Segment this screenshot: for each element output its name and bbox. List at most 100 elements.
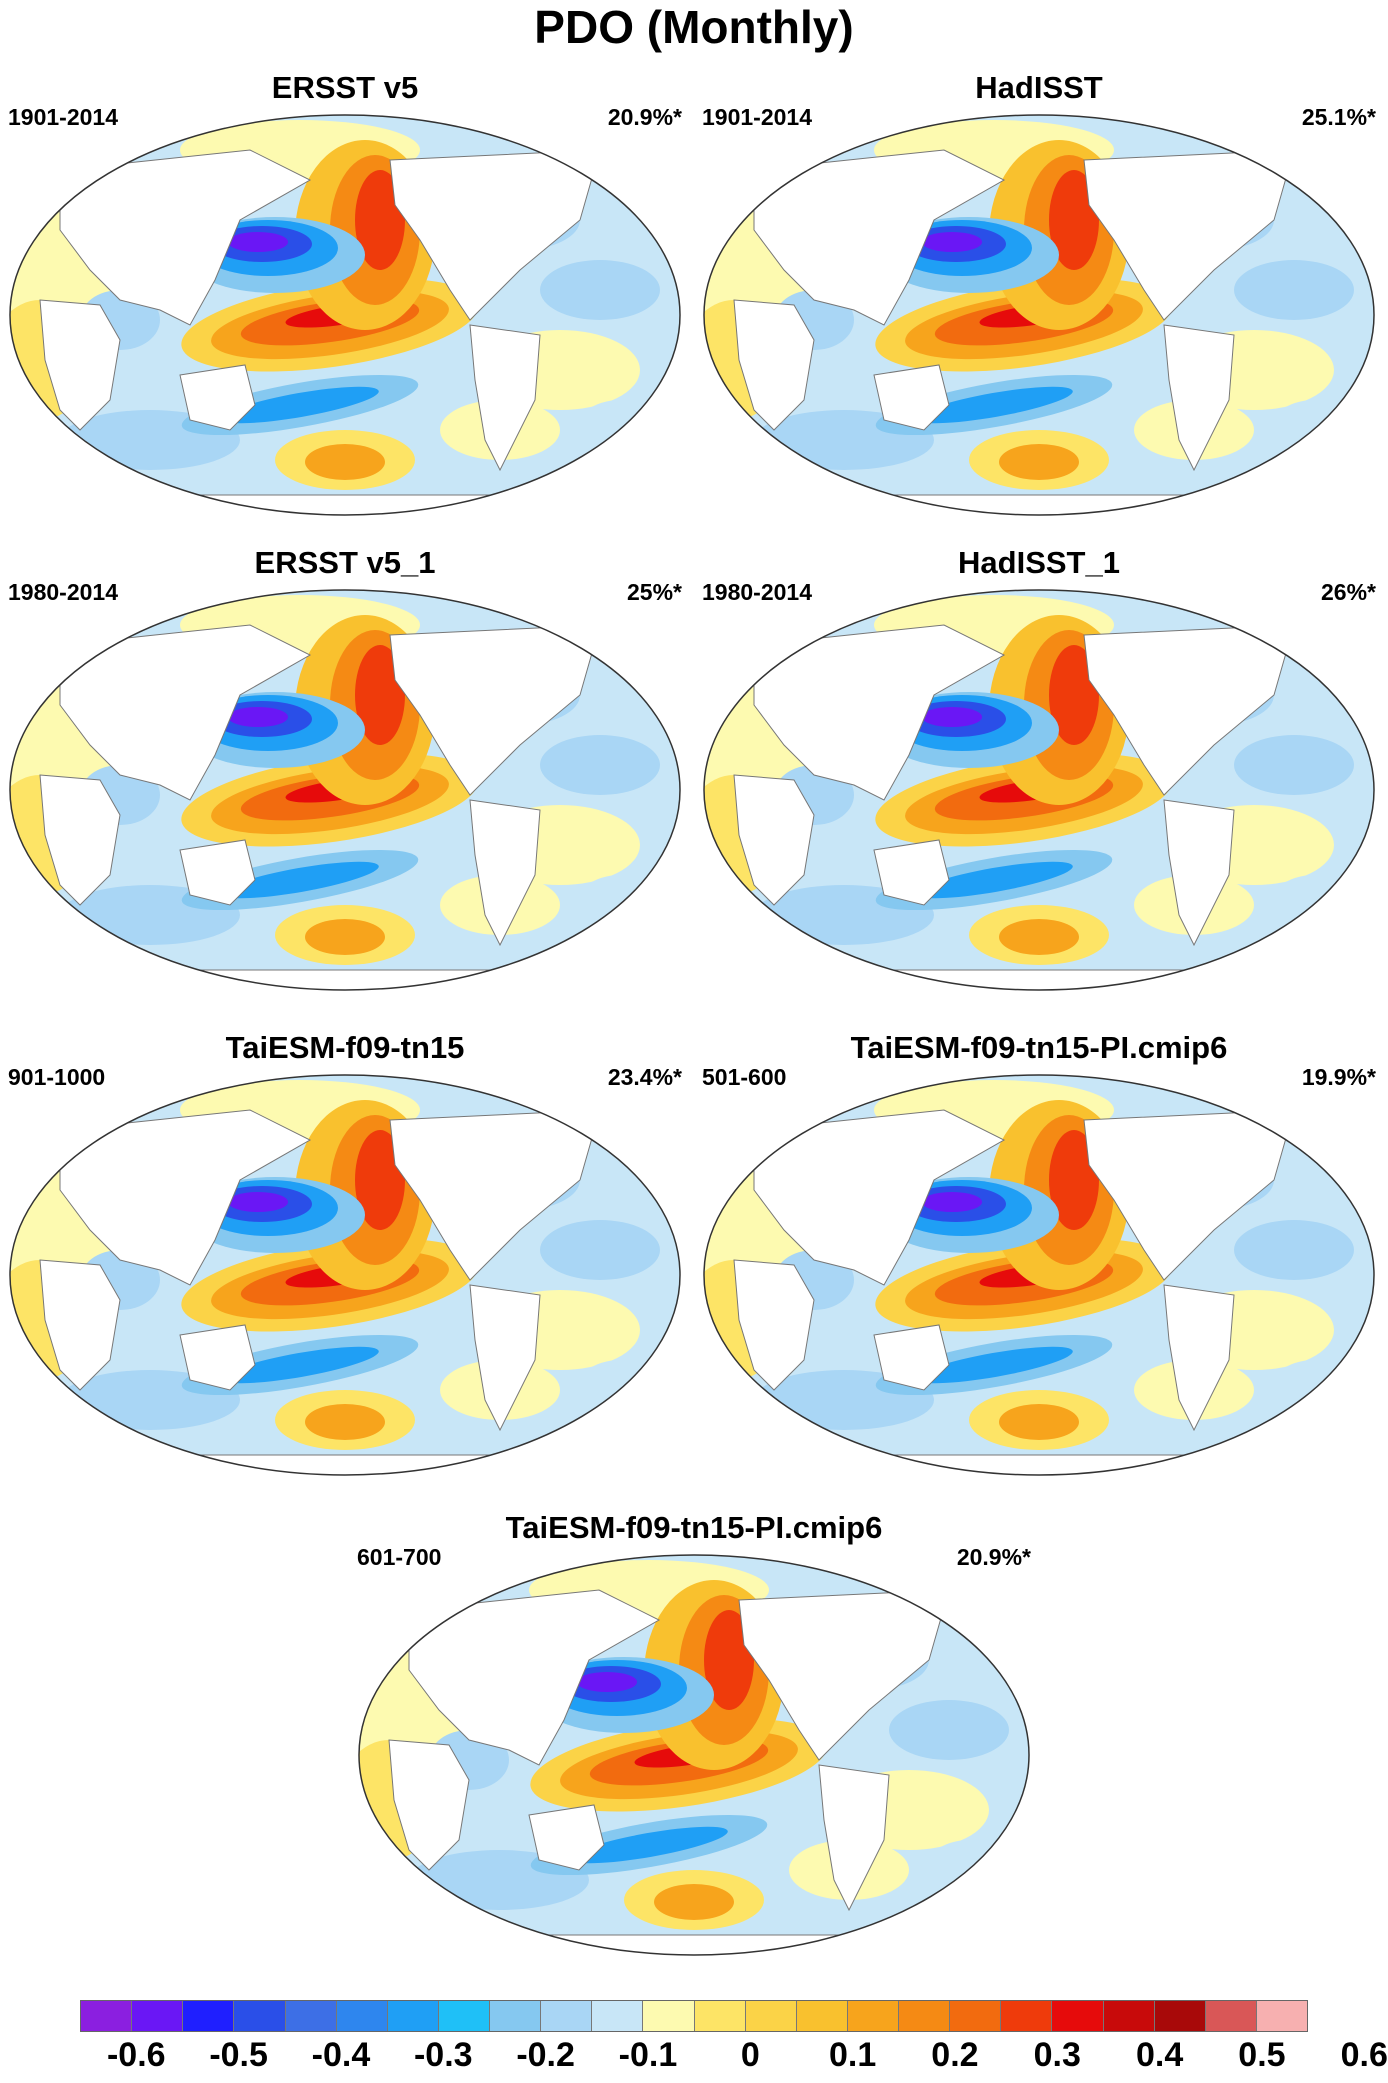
- land-mass: [753, 149, 1006, 326]
- anomaly-patch: [540, 260, 660, 320]
- northeast-pacific-warm-anomaly: [355, 170, 405, 270]
- panel-explained-variance: 25%*: [627, 579, 682, 605]
- colorbar-swatch: [81, 2001, 133, 2031]
- colorbar-swatch: [1256, 2001, 1307, 2031]
- land-mass: [733, 774, 815, 906]
- land-mass: [388, 1739, 470, 1871]
- anomaly-patch: [1264, 875, 1364, 955]
- colorbar-tick-label: 0.1: [828, 2036, 877, 2074]
- map-panel: TaiESM-f09-tn15 901-1000 23.4%*: [0, 1030, 690, 1480]
- colorbar-swatch: [387, 2001, 439, 2031]
- panel-title: TaiESM-f09-tn15-PI.cmip6: [850, 1030, 1228, 1065]
- anomaly-patch: [570, 875, 670, 955]
- north-pacific-cold-anomaly: [228, 232, 288, 252]
- land-mass: [179, 839, 256, 906]
- northeast-pacific-warm-anomaly: [355, 645, 405, 745]
- south-pacific-cold-anomaly: [221, 386, 379, 424]
- panel-period: 901-1000: [8, 1064, 106, 1090]
- land-mass: [704, 494, 1374, 515]
- panel-title: ERSST v5: [271, 70, 419, 105]
- map-boundary: [703, 1074, 1375, 1476]
- northeast-pacific-warm-anomaly: [704, 1610, 754, 1710]
- colorbar-tick-label: -0.5: [209, 2036, 268, 2074]
- map-panel: ERSST v5 1901-2014 20.9%*: [0, 70, 690, 520]
- map-field: [704, 1075, 1374, 1475]
- land-mass: [359, 1934, 1029, 1955]
- land-mass: [873, 364, 950, 431]
- land-mass: [469, 1284, 541, 1432]
- map-field: [10, 115, 680, 515]
- anomaly-patch: [919, 1840, 1019, 1920]
- colorbar-tick-label: -0.2: [516, 2036, 575, 2074]
- north-pacific-cold-anomaly: [228, 1192, 288, 1212]
- land-mass: [10, 1454, 680, 1475]
- anomaly-patch: [1264, 400, 1364, 480]
- panel-explained-variance: 20.9%*: [956, 1544, 1031, 1570]
- south-pacific-warm-anomaly: [305, 919, 385, 955]
- panel-explained-variance: 23.4%*: [607, 1064, 682, 1090]
- land-mass: [469, 799, 541, 947]
- north-pacific-cold-anomaly: [922, 707, 982, 727]
- colorbar-swatch: [950, 2001, 1002, 2031]
- land-mass: [1163, 799, 1235, 947]
- land-mass: [469, 324, 541, 472]
- panel-explained-variance: 26%*: [1321, 579, 1376, 605]
- south-pacific-cold-anomaly: [221, 1346, 379, 1384]
- colorbar-swatch: [1103, 2001, 1155, 2031]
- anomaly-patch: [540, 1220, 660, 1280]
- colorbar-swatch: [643, 2001, 695, 2031]
- panel-title: TaiESM-f09-tn15: [225, 1030, 465, 1065]
- colorbar: [80, 2000, 1308, 2032]
- colorbar-swatch: [285, 2001, 337, 2031]
- land-mass: [179, 1324, 256, 1391]
- map-panel: TaiESM-f09-tn15-PI.cmip6 601-700 20.9%*: [349, 1510, 1039, 1960]
- panel-period: 1980-2014: [702, 579, 812, 605]
- colorbar-swatch: [847, 2001, 899, 2031]
- colorbar-swatch: [592, 2001, 644, 2031]
- colorbar-tick-label: -0.6: [106, 2036, 166, 2074]
- colorbar-swatch: [694, 2001, 746, 2031]
- land-mass: [753, 624, 1006, 801]
- south-pacific-warm-anomaly: [654, 1884, 734, 1920]
- map-boundary: [703, 114, 1375, 516]
- colorbar-swatch: [745, 2001, 797, 2031]
- panel-title: TaiESM-f09-tn15-PI.cmip6: [505, 1510, 883, 1545]
- anomaly-patch: [1234, 1220, 1354, 1280]
- land-mass: [59, 149, 312, 326]
- panel-period: 1980-2014: [8, 579, 118, 605]
- anomaly-patch: [540, 735, 660, 795]
- northeast-pacific-warm-anomaly: [1049, 1130, 1099, 1230]
- colorbar-tick-label: 0.5: [1238, 2036, 1286, 2074]
- northeast-pacific-warm-anomaly: [355, 1130, 405, 1230]
- panel-title: ERSST v5_1: [254, 545, 436, 580]
- anomaly-patch: [889, 1700, 1009, 1760]
- map-field: [10, 590, 680, 990]
- colorbar-swatch: [234, 2001, 286, 2031]
- world-map-pdo-pattern: [703, 1074, 1375, 1476]
- world-map-pdo-pattern: [9, 589, 681, 991]
- north-pacific-cold-anomaly: [577, 1672, 637, 1692]
- north-pacific-cold-anomaly: [922, 232, 982, 252]
- anomaly-patch: [570, 400, 670, 480]
- map-boundary: [703, 589, 1375, 991]
- land-mass: [733, 299, 815, 431]
- north-pacific-cold-anomaly: [922, 1192, 982, 1212]
- map-boundary: [9, 114, 681, 516]
- main-title: PDO (Monthly): [534, 1, 854, 53]
- colorbar-tick-label: 0: [740, 2036, 760, 2074]
- northeast-pacific-warm-anomaly: [1049, 645, 1099, 745]
- world-map-pdo-pattern: [358, 1554, 1030, 1956]
- panel-title: HadISST: [975, 70, 1103, 105]
- land-mass: [753, 1109, 1006, 1286]
- land-mass: [39, 774, 121, 906]
- south-pacific-warm-anomaly: [999, 919, 1079, 955]
- anomaly-patch: [1234, 735, 1354, 795]
- colorbar-swatch: [541, 2001, 593, 2031]
- world-map-pdo-pattern: [9, 1074, 681, 1476]
- colorbar-tick-label: -0.3: [413, 2036, 473, 2074]
- land-mass: [873, 839, 950, 906]
- colorbar-tick-label: 0.4: [1135, 2036, 1184, 2074]
- panel-explained-variance: 19.9%*: [1301, 1064, 1376, 1090]
- map-panel: HadISST 1901-2014 25.1%*: [694, 70, 1384, 520]
- land-mass: [59, 624, 312, 801]
